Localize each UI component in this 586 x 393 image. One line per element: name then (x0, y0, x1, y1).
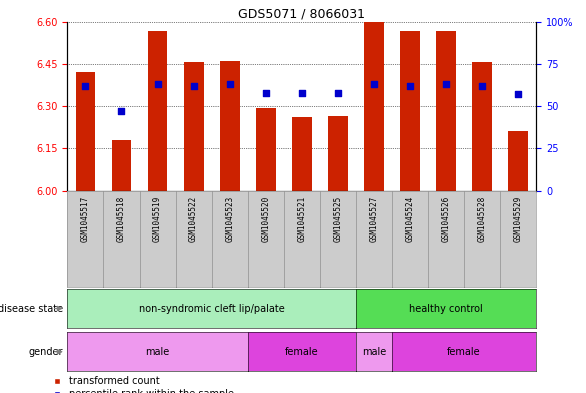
Text: healthy control: healthy control (409, 303, 483, 314)
Point (513, 91, 523, 97)
Point (81, 83, 90, 89)
Text: GSM1045525: GSM1045525 (333, 195, 342, 242)
Text: female: female (285, 347, 319, 357)
Point (189, 83, 198, 89)
Bar (400, 31, 420, 191)
Text: disease state: disease state (0, 303, 63, 314)
Bar (148, 31, 168, 191)
Text: GSM1045524: GSM1045524 (406, 195, 414, 242)
Point (225, 81, 234, 87)
Point (333, 90, 343, 96)
Point (261, 90, 270, 96)
Text: GSM1045522: GSM1045522 (189, 195, 198, 242)
Bar (183, 62, 203, 191)
Bar (328, 116, 347, 191)
Bar (472, 62, 492, 191)
Bar (111, 140, 131, 191)
Bar (364, 19, 384, 191)
Text: GSM1045526: GSM1045526 (441, 195, 451, 242)
Text: male: male (145, 347, 170, 357)
Bar (508, 131, 528, 191)
Point (369, 81, 379, 87)
Bar (76, 72, 96, 191)
Bar (292, 118, 312, 191)
Point (478, 83, 487, 89)
Point (441, 81, 451, 87)
Text: GSM1045527: GSM1045527 (369, 195, 379, 242)
Point (117, 108, 126, 114)
Text: GSM1045529: GSM1045529 (514, 195, 523, 242)
Text: male: male (362, 347, 386, 357)
Text: gender: gender (29, 347, 63, 357)
Text: GSM1045520: GSM1045520 (261, 195, 270, 242)
Text: GSM1045521: GSM1045521 (297, 195, 306, 242)
Text: GSM1045528: GSM1045528 (478, 195, 486, 242)
Text: GSM1045518: GSM1045518 (117, 195, 126, 242)
Point (297, 90, 306, 96)
Point (153, 81, 162, 87)
Text: non-syndromic cleft lip/palate: non-syndromic cleft lip/palate (139, 303, 285, 314)
Text: GSM1045519: GSM1045519 (153, 195, 162, 242)
Bar (256, 108, 275, 191)
Legend: transformed count, percentile rank within the sample: transformed count, percentile rank withi… (52, 376, 234, 393)
Bar (436, 31, 456, 191)
Bar (220, 61, 240, 191)
Point (406, 83, 415, 89)
Text: GSM1045517: GSM1045517 (81, 195, 90, 242)
Text: female: female (447, 347, 481, 357)
Title: GDS5071 / 8066031: GDS5071 / 8066031 (239, 7, 365, 20)
Text: GSM1045523: GSM1045523 (225, 195, 234, 242)
